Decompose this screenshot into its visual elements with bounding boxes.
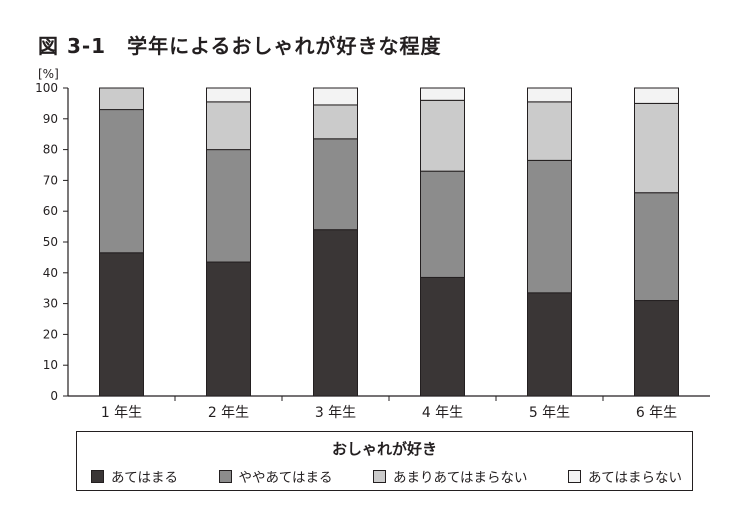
bar-segment	[313, 104, 358, 140]
y-tick-label: 20	[43, 327, 58, 341]
bar-segment	[527, 87, 572, 103]
y-tick-label: 10	[43, 358, 58, 372]
legend-title: おしゃれが好き	[331, 440, 437, 458]
bar-segment	[527, 159, 572, 294]
bar-segment	[206, 101, 251, 151]
y-tick-label: 30	[43, 297, 58, 311]
bar-segment	[99, 252, 144, 397]
bar-segment	[420, 99, 465, 172]
x-tick-label: 1 年生	[101, 405, 142, 421]
bar-segment	[99, 87, 144, 111]
bar-segment	[634, 102, 679, 194]
legend-swatch	[91, 469, 104, 483]
bar-segment	[420, 276, 465, 397]
legend: おしゃれが好き あてはまる ややあてはまる あまりあてはまらない あてはまらない	[76, 431, 693, 491]
y-tick-label: 90	[43, 112, 58, 126]
x-tick-label: 3 年生	[315, 405, 356, 421]
legend-item-amari-atehamaranai: あまりあてはまらない	[373, 466, 527, 486]
legend-item-atehamaranai: あてはまらない	[568, 466, 682, 486]
bar-segment	[313, 138, 358, 231]
legend-swatch	[373, 469, 386, 483]
bar-segment	[206, 261, 251, 397]
bar-segment	[313, 87, 358, 106]
stacked-bar-chart: [%] 0 10 20 30 40 50 60 70 80 90 100 1 年生 2 年生 3 年生 4 …	[35, 67, 710, 421]
x-tick-label: 4 年生	[422, 405, 463, 421]
chart-title: 図 3-1 学年によるおしゃれが好きな程度	[38, 34, 442, 58]
legend-items: あてはまる ややあてはまる あまりあてはまらない あてはまらない	[91, 466, 682, 486]
bar-segment	[527, 292, 572, 397]
legend-item-atehamaru: あてはまる	[91, 466, 178, 486]
y-tick-label: 0	[50, 389, 58, 403]
y-axis-unit: [%]	[38, 67, 59, 81]
x-tick-label: 6 年生	[636, 405, 677, 421]
y-tick-label: 100	[35, 81, 58, 95]
bar-segment	[634, 192, 679, 302]
bar-segment	[634, 87, 679, 104]
bar-segment	[634, 300, 679, 397]
bar-segment	[313, 229, 358, 397]
bar-segment	[420, 87, 465, 101]
legend-label: ややあてはまる	[238, 470, 333, 486]
legend-label: あてはまる	[111, 470, 178, 486]
bar-segment	[206, 149, 251, 263]
legend-swatch	[218, 469, 232, 483]
y-tick-label: 80	[43, 143, 58, 157]
legend-label: あてはまらない	[588, 470, 682, 486]
bar-segment	[99, 109, 144, 254]
legend-item-yaya-atehamaru: ややあてはまる	[218, 466, 333, 486]
bar-segment	[420, 170, 465, 278]
x-tick-label: 2 年生	[208, 405, 249, 421]
x-tick-label: 5 年生	[529, 405, 570, 421]
y-tick-label: 40	[43, 266, 58, 280]
y-tick-label: 50	[43, 235, 58, 249]
bar-segment	[527, 101, 572, 161]
legend-label: あまりあてはまらない	[393, 470, 528, 486]
y-tick-label: 60	[43, 204, 58, 218]
legend-swatch	[568, 469, 581, 483]
bar-segment	[206, 87, 251, 103]
y-tick-label: 70	[43, 173, 58, 187]
